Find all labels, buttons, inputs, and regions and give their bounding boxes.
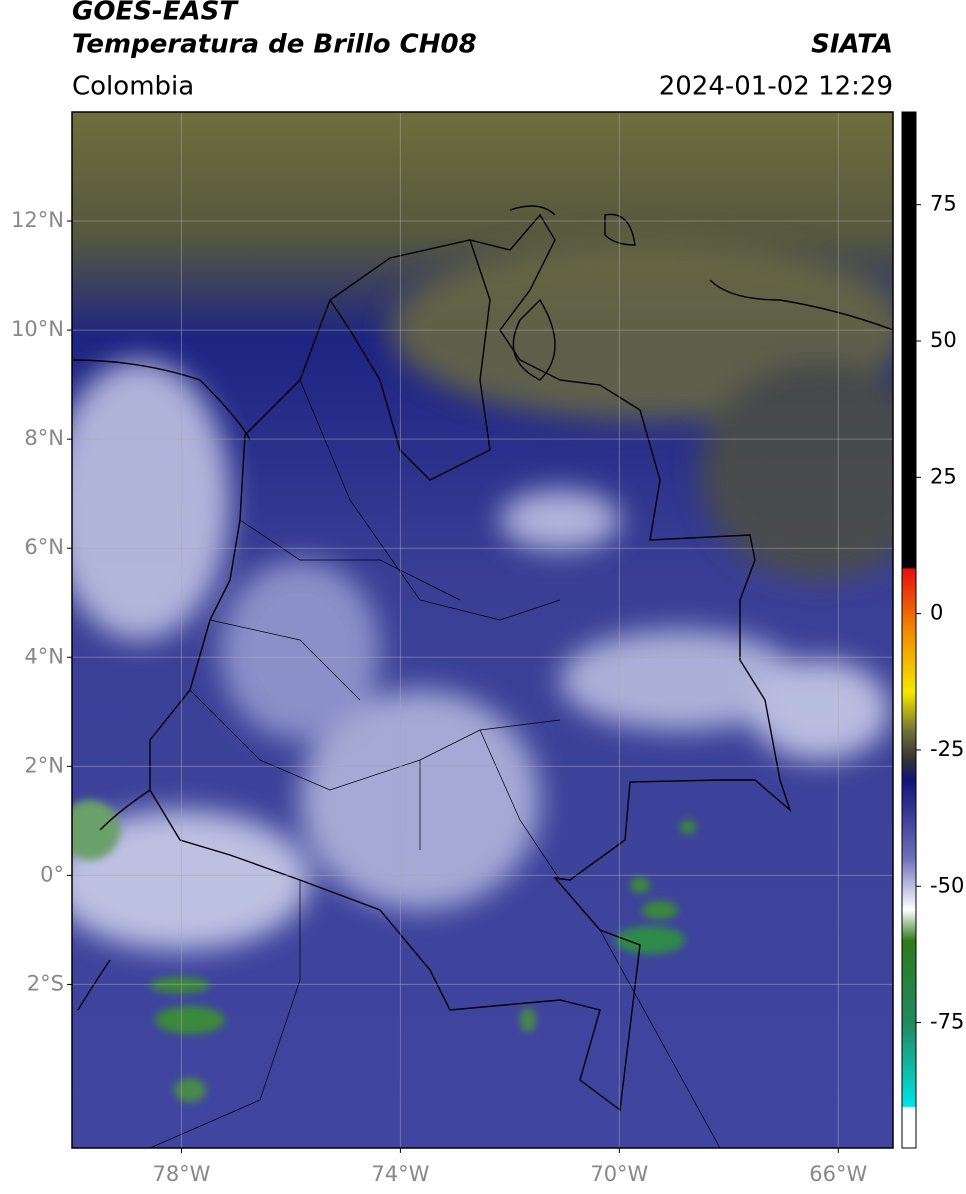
colorbar-tick-label: -75 [930,1010,964,1034]
source: SIATA [811,30,893,60]
lat-tick-label: 2°N [24,753,64,777]
lat-tick-label: 8°N [24,426,64,450]
colorbar-tick-label: -50 [930,873,964,897]
colorbar [901,111,917,1149]
lat-tick-label: 0° [40,862,64,886]
region: Colombia [72,72,194,102]
colorbar-tick-label: 25 [930,464,957,488]
grid [72,112,893,1148]
lat-tick-label: 6°N [24,535,64,559]
lon-tick-label: 70°W [590,1162,648,1186]
title: GOES-EAST [72,0,239,27]
lat-tick-label: 2°S [27,971,64,995]
lon-tick-label: 66°W [809,1162,867,1186]
ticks: 78°W 74°W 70°W 66°W 12°N 10°N 8°N 6°N 4°N 2°N 0° 2°… [11,192,964,1186]
lon-tick-label: 78°W [152,1162,210,1186]
satellite-image [72,112,893,1148]
colorbar-tick-label: -25 [930,737,964,761]
lon-tick-label: 74°W [371,1162,429,1186]
lat-tick-label: 4°N [24,644,64,668]
colorbar-tick-label: 50 [930,328,957,352]
colorbar-tick-label: 0 [930,601,943,625]
map-frame [71,111,894,1149]
colorbar-tick-label: 75 [930,192,957,216]
lat-tick-label: 10°N [11,317,64,341]
datetime: 2024-01-02 12:29 [659,72,893,102]
subtitle: Temperatura de Brillo CH08 [72,30,477,60]
lat-tick-label: 12°N [11,208,64,232]
